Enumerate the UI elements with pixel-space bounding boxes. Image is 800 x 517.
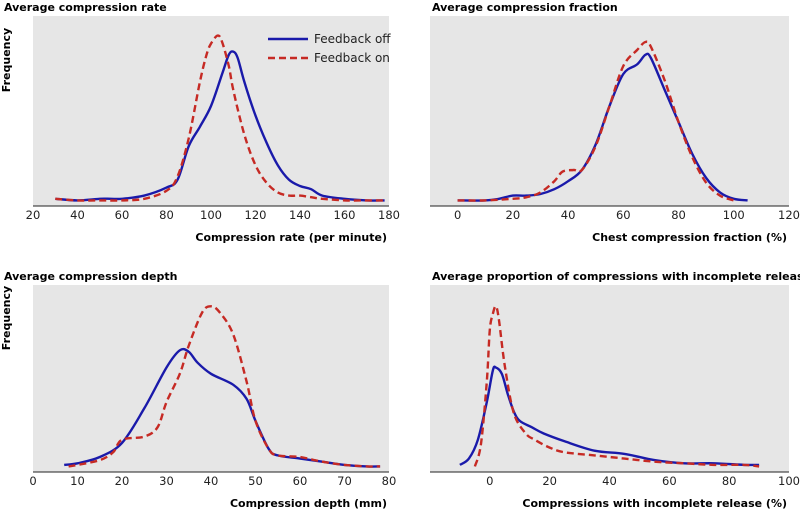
chart-title: Average compression depth bbox=[4, 270, 177, 283]
x-tick-label: 140 bbox=[289, 208, 311, 222]
x-tick-label: 80 bbox=[671, 208, 686, 222]
x-tick-label: 0 bbox=[454, 208, 461, 222]
x-tick-label: 160 bbox=[334, 208, 356, 222]
chart-panel-2: Average compression fraction 0 20 40 60 80 100… bbox=[430, 1, 800, 244]
chart-title: Average compression rate bbox=[4, 1, 167, 14]
x-tick-label: 40 bbox=[602, 474, 617, 488]
x-tick-label: 0 bbox=[29, 474, 36, 488]
series-line-feedback-off bbox=[55, 50, 385, 202]
series-line-feedback-on bbox=[473, 305, 760, 468]
x-tick-label: 80 bbox=[722, 474, 737, 488]
legend-label: Feedback off bbox=[314, 32, 391, 46]
x-axis-label: Compression rate (per minute) bbox=[195, 231, 387, 244]
x-tick-label: 60 bbox=[616, 208, 631, 222]
x-axis-label: Compression depth (mm) bbox=[230, 497, 387, 510]
plot-area bbox=[430, 285, 789, 472]
legend: Feedback off Feedback on bbox=[268, 32, 391, 65]
x-tick-label: 100 bbox=[200, 208, 222, 222]
x-tick-label: 60 bbox=[662, 474, 677, 488]
chart-title: Average proportion of compressions with … bbox=[432, 270, 800, 283]
x-tick-label: 40 bbox=[70, 208, 85, 222]
x-tick-label: 10 bbox=[70, 474, 85, 488]
x-tick-label: 60 bbox=[293, 474, 308, 488]
plot-area bbox=[33, 16, 389, 206]
x-tick-label: 120 bbox=[245, 208, 267, 222]
legend-label: Feedback on bbox=[314, 51, 390, 65]
x-tick-label: 80 bbox=[382, 474, 397, 488]
x-tick-label: 30 bbox=[159, 474, 174, 488]
chart-panel-3: Average compression depth 0 10 20 30 40 50 60 70… bbox=[0, 270, 396, 510]
chart-title: Average compression fraction bbox=[432, 1, 618, 14]
x-tick-label: 100 bbox=[723, 208, 745, 222]
x-tick-label: 20 bbox=[542, 474, 557, 488]
x-tick-label: 120 bbox=[778, 208, 800, 222]
series-line-feedback-on bbox=[68, 305, 381, 468]
x-tick-label: 100 bbox=[778, 474, 800, 488]
chart-panel-1: Average compression rate 20 40 60 80 100 120 14… bbox=[0, 1, 400, 244]
series-line-feedback-on bbox=[457, 40, 735, 202]
chart-panel-4: Average proportion of compressions with … bbox=[430, 270, 800, 510]
x-tick-label: 20 bbox=[115, 474, 130, 488]
x-tick-label: 80 bbox=[159, 208, 174, 222]
y-axis-label: Frequency bbox=[0, 28, 13, 92]
x-tick-label: 70 bbox=[337, 474, 352, 488]
y-axis-label: Frequency bbox=[0, 286, 13, 350]
x-axis-label: Compressions with incomplete release (%) bbox=[522, 497, 787, 510]
x-tick-label: 20 bbox=[506, 208, 521, 222]
series-line-feedback-off bbox=[64, 347, 381, 468]
x-tick-label: 0 bbox=[486, 474, 493, 488]
x-tick-label: 40 bbox=[204, 474, 219, 488]
x-tick-label: 40 bbox=[561, 208, 576, 222]
x-tick-label: 180 bbox=[378, 208, 400, 222]
x-tick-label: 60 bbox=[115, 208, 130, 222]
plot-area bbox=[33, 285, 389, 472]
plot-area bbox=[430, 16, 789, 206]
x-tick-label: 20 bbox=[26, 208, 41, 222]
x-axis-label: Chest compression fraction (%) bbox=[592, 231, 787, 244]
series-line-feedback-on bbox=[55, 34, 385, 202]
x-tick-label: 50 bbox=[248, 474, 263, 488]
